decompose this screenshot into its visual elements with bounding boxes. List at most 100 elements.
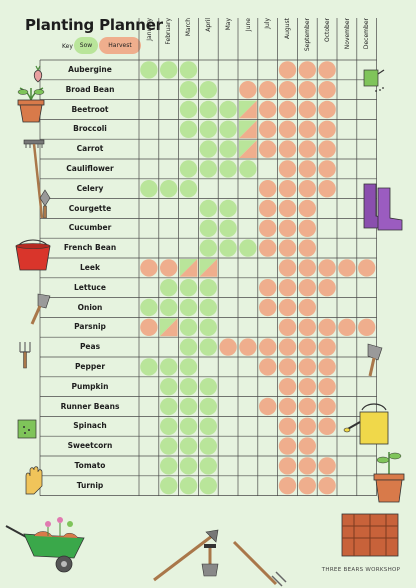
vegetable-label-celery: Celery xyxy=(76,183,104,193)
cell-sweetcorn-february-sow xyxy=(160,437,178,455)
cell-carrot-september-harvest xyxy=(298,140,316,158)
seed-tray-icon xyxy=(341,513,399,557)
cell-peas-june-harvest xyxy=(239,338,257,356)
cell-parsnip-november-harvest xyxy=(338,318,356,336)
cell-parsnip-december-harvest xyxy=(358,318,376,336)
vegetable-label-aubergine: Aubergine xyxy=(68,65,112,74)
cell-cucumber-august-harvest xyxy=(278,219,297,237)
cell-pepper-january-sow xyxy=(140,358,158,376)
cell-carrot-april-sow xyxy=(199,140,217,158)
cell-tomato-october-harvest xyxy=(318,457,336,475)
cell-lettuce-july-harvest xyxy=(259,279,277,297)
cell-spinach-august-harvest xyxy=(278,417,297,435)
cell-parsnip-october-harvest xyxy=(318,318,336,336)
cell-parsnip-january-harvest xyxy=(140,318,158,336)
cell-aubergine-september-harvest xyxy=(298,61,316,79)
cell-tomato-march-sow xyxy=(179,457,198,475)
cell-aubergine-january-sow xyxy=(140,61,158,79)
cell-runner-beans-september-harvest xyxy=(298,397,316,416)
cell-turnip-february-sow xyxy=(160,477,178,495)
cell-sweetcorn-march-sow xyxy=(179,437,198,455)
wheelbarrow-icon xyxy=(5,517,85,573)
cell-runner-beans-march-sow xyxy=(179,397,198,416)
cell-carrot-june-sow-half xyxy=(239,140,257,158)
key-label: Key xyxy=(62,43,73,50)
vegetable-label-carrot: Carrot xyxy=(76,144,104,154)
cell-onion-april-sow xyxy=(199,298,217,317)
cell-beetroot-september-harvest xyxy=(298,100,316,119)
watering-can-top-icon xyxy=(363,69,385,92)
cell-pepper-august-harvest xyxy=(278,358,297,376)
cell-beetroot-july-harvest xyxy=(259,100,277,119)
cell-beetroot-august-harvest xyxy=(278,100,297,119)
cell-aubergine-march-sow xyxy=(179,61,198,79)
cell-carrot-october-harvest xyxy=(318,140,336,158)
vegetable-label-spinach: Spinach xyxy=(73,421,107,431)
vegetable-label-cucumber: Cucumber xyxy=(68,223,112,233)
hand-trowel-right-icon xyxy=(367,343,383,377)
spade-icon xyxy=(201,544,219,577)
cell-carrot-july-harvest xyxy=(259,140,277,158)
vegetable-label-tomato: Tomato xyxy=(74,461,106,470)
seed-packet-icon xyxy=(17,419,37,439)
cell-pumpkin-february-sow xyxy=(160,378,178,396)
cell-leek-august-harvest xyxy=(278,259,297,277)
vegetable-label-courgette: Courgette xyxy=(68,203,112,213)
cell-aubergine-february-sow xyxy=(160,61,178,79)
rake-icon xyxy=(23,139,45,219)
cell-courgette-july-harvest xyxy=(259,199,277,218)
cell-celery-july-harvest xyxy=(259,180,277,198)
cell-celery-february-sow xyxy=(160,180,178,198)
cell-tomato-august-harvest xyxy=(278,457,297,475)
cell-parsnip-august-harvest xyxy=(278,318,297,336)
cell-pepper-february-sow xyxy=(160,358,178,376)
cell-leek-april-harvest-half xyxy=(199,259,218,277)
cell-lettuce-august-harvest xyxy=(278,279,297,297)
cell-celery-march-sow xyxy=(179,180,198,198)
cell-french-bean-august-harvest xyxy=(278,239,297,257)
footer-credit: THREE BEARS WORKSHOP xyxy=(321,567,401,573)
cell-spinach-september-harvest xyxy=(298,417,316,435)
cell-broccoli-april-sow xyxy=(199,120,217,138)
cell-leek-october-harvest xyxy=(318,259,336,277)
cell-cauliflower-april-sow xyxy=(199,160,217,178)
cell-turnip-october-harvest xyxy=(318,477,336,495)
vegetable-label-peas: Peas xyxy=(79,342,101,352)
cell-leek-april-sow-half xyxy=(199,259,218,277)
cell-pumpkin-september-harvest xyxy=(298,378,316,396)
cell-pepper-october-harvest xyxy=(318,358,336,376)
cell-turnip-august-harvest xyxy=(278,477,297,495)
vegetable-label-pumpkin: Pumpkin xyxy=(71,381,109,391)
cell-beetroot-april-sow xyxy=(199,100,217,119)
cell-french-bean-april-sow xyxy=(199,239,217,257)
cell-peas-april-sow xyxy=(199,338,217,356)
cell-peas-august-harvest xyxy=(278,338,297,356)
cell-onion-september-harvest xyxy=(298,298,316,317)
plant-pot-icon xyxy=(17,87,45,123)
vegetable-label-french-bean: French Bean xyxy=(63,243,117,253)
cell-peas-october-harvest xyxy=(318,338,336,356)
cell-spinach-march-sow xyxy=(179,417,198,435)
cell-broad-bean-october-harvest xyxy=(318,81,336,99)
cell-cucumber-may-sow xyxy=(219,219,237,237)
cell-leek-november-harvest xyxy=(338,259,356,277)
cell-beetroot-october-harvest xyxy=(318,100,336,119)
potted-seedling-icon xyxy=(373,452,405,503)
cell-turnip-april-sow xyxy=(199,477,217,495)
cell-french-bean-june-sow xyxy=(239,239,257,257)
cell-broccoli-july-harvest xyxy=(259,120,277,138)
vegetable-label-onion: Onion xyxy=(77,302,103,312)
cell-runner-beans-february-sow xyxy=(160,397,178,416)
cell-parsnip-september-harvest xyxy=(298,318,316,336)
cell-celery-august-harvest xyxy=(278,180,297,198)
cell-broad-bean-june-harvest xyxy=(239,81,257,99)
cell-broccoli-august-harvest xyxy=(278,120,297,138)
cell-celery-january-sow xyxy=(140,180,158,198)
cell-carrot-august-harvest xyxy=(278,140,297,158)
cell-broad-bean-september-harvest xyxy=(298,81,316,99)
cell-pumpkin-march-sow xyxy=(179,378,198,396)
cell-french-bean-may-sow xyxy=(219,239,237,257)
cell-broccoli-june-harvest-half xyxy=(239,120,257,139)
cell-parsnip-february-sow-half xyxy=(159,318,178,337)
cell-broad-bean-april-sow xyxy=(199,81,217,99)
